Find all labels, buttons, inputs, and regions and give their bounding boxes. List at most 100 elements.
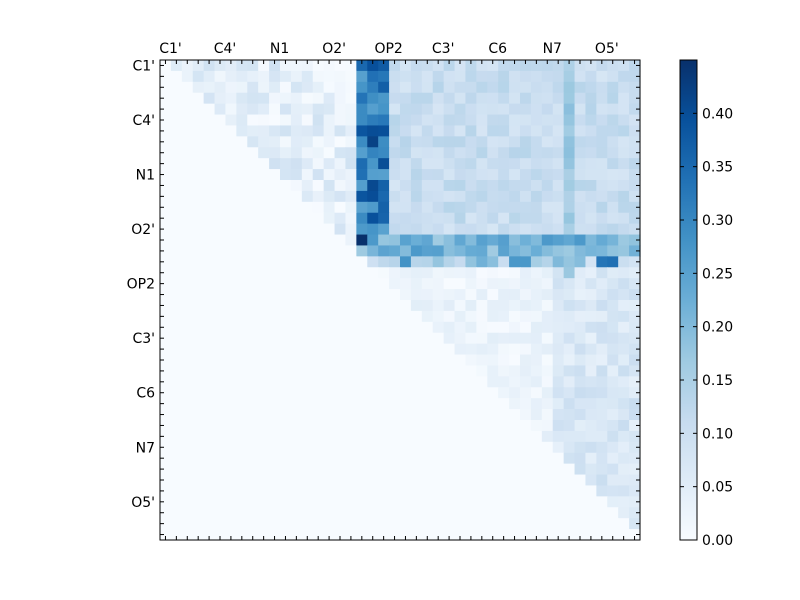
- heatmap-cell: [596, 169, 608, 181]
- heatmap-cell: [432, 212, 445, 225]
- heatmap-cell: [181, 430, 194, 443]
- heatmap-cell: [509, 343, 521, 356]
- heatmap-cell: [214, 354, 227, 367]
- heatmap-cell: [192, 485, 205, 497]
- colorbar-tick-label: 0.15: [702, 373, 733, 389]
- heatmap-cell: [563, 234, 576, 247]
- heatmap-cell: [520, 201, 532, 214]
- heatmap-cell: [301, 278, 314, 290]
- heatmap-cell: [181, 256, 194, 268]
- heatmap-cell: [203, 289, 216, 301]
- heatmap-cell: [290, 430, 303, 443]
- heatmap-cell: [432, 441, 445, 454]
- heatmap-cell: [258, 201, 270, 214]
- heatmap-cell: [443, 474, 456, 487]
- heatmap-cell: [301, 529, 314, 541]
- heatmap-cell: [552, 343, 565, 356]
- heatmap-cell: [290, 190, 303, 203]
- heatmap-cell: [225, 321, 237, 334]
- heatmap-cell: [258, 321, 270, 334]
- heatmap-cell: [629, 343, 641, 356]
- heatmap-cell: [629, 409, 641, 421]
- heatmap-cell: [574, 92, 587, 105]
- heatmap-cell: [323, 180, 336, 192]
- colorbar-tick-label: 0.40: [702, 106, 733, 122]
- heatmap-cell: [476, 289, 488, 301]
- heatmap-cell: [203, 354, 216, 367]
- heatmap-cell: [334, 267, 347, 279]
- heatmap-cell: [225, 474, 237, 487]
- heatmap-cell: [225, 496, 237, 508]
- heatmap-cell: [389, 223, 401, 236]
- heatmap-cell: [247, 485, 259, 497]
- heatmap-cell: [530, 245, 543, 257]
- heatmap-cell: [345, 289, 357, 301]
- heatmap-cell: [520, 441, 532, 454]
- heatmap-cell: [170, 420, 183, 432]
- heatmap-cell: [530, 398, 543, 410]
- heatmap-cell: [410, 234, 423, 247]
- heatmap-cell: [236, 496, 248, 508]
- heatmap-cell: [290, 398, 303, 410]
- heatmap-cell: [618, 81, 630, 94]
- heatmap-cell: [334, 518, 347, 530]
- heatmap-cell: [629, 463, 641, 476]
- heatmap-cell: [269, 212, 281, 225]
- heatmap-cell: [563, 452, 576, 465]
- heatmap-cell: [476, 365, 488, 377]
- heatmap-cell: [192, 365, 205, 377]
- heatmap-cell: [258, 70, 270, 83]
- heatmap-cell: [552, 92, 565, 105]
- heatmap-cell: [290, 169, 303, 181]
- heatmap-cell: [323, 147, 336, 159]
- heatmap-cell: [400, 332, 412, 345]
- heatmap-cell: [465, 300, 477, 312]
- heatmap-cell: [465, 376, 477, 388]
- heatmap-cell: [214, 365, 227, 377]
- heatmap-cell: [225, 485, 237, 497]
- heatmap-cell: [225, 409, 237, 421]
- heatmap-cell: [334, 463, 347, 476]
- heatmap-cell: [410, 321, 423, 334]
- heatmap-cell: [541, 452, 554, 465]
- heatmap-cell: [236, 136, 248, 148]
- heatmap-cell: [334, 234, 347, 247]
- heatmap-cell: [192, 321, 205, 334]
- heatmap-cell: [596, 147, 608, 159]
- heatmap-cell: [225, 190, 237, 203]
- heatmap-cell: [225, 278, 237, 290]
- heatmap-cell: [160, 496, 172, 508]
- heatmap-cell: [269, 310, 281, 323]
- heatmap-cell: [247, 278, 259, 290]
- heatmap-cell: [487, 114, 499, 127]
- heatmap-cell: [476, 332, 488, 345]
- heatmap-cell: [312, 169, 325, 181]
- heatmap-cell: [563, 430, 576, 443]
- heatmap-cell: [367, 420, 379, 432]
- heatmap-cell: [476, 343, 488, 356]
- heatmap-cell: [236, 365, 248, 377]
- heatmap-cell: [258, 365, 270, 377]
- heatmap-cell: [170, 409, 183, 421]
- heatmap-cell: [509, 507, 521, 519]
- heatmap-cell: [170, 441, 183, 454]
- heatmap-cell: [443, 507, 456, 519]
- heatmap-cell: [280, 81, 292, 94]
- heatmap-cell: [301, 496, 314, 508]
- heatmap-cell: [367, 267, 379, 279]
- heatmap-cell: [607, 387, 619, 399]
- heatmap-cell: [356, 376, 368, 388]
- heatmap-cell: [367, 496, 379, 508]
- heatmap-cell: [629, 278, 641, 290]
- heatmap-cell: [563, 474, 576, 487]
- heatmap-cell: [247, 223, 259, 236]
- heatmap-cell: [181, 463, 194, 476]
- heatmap-cell: [258, 147, 270, 159]
- heatmap-cell: [618, 125, 630, 137]
- heatmap-cell: [301, 114, 314, 127]
- heatmap-cell: [421, 321, 434, 334]
- heatmap-cell: [269, 430, 281, 443]
- heatmap-cell: [312, 201, 325, 214]
- heatmap-cell: [225, 267, 237, 279]
- heatmap-cell: [367, 474, 379, 487]
